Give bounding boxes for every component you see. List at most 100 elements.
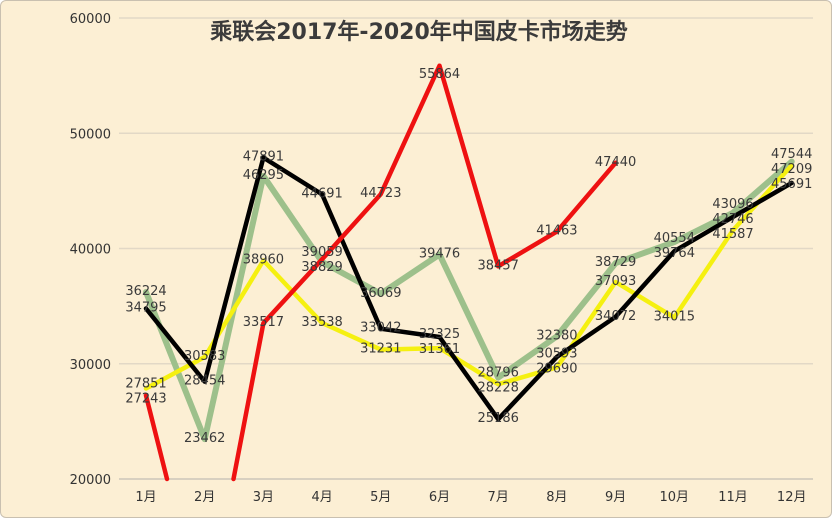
data-label: 27851	[125, 377, 166, 392]
data-label: 46295	[243, 168, 284, 183]
data-point	[320, 192, 324, 196]
data-label: 40554	[654, 231, 695, 246]
y-tick-label: 60000	[70, 12, 111, 27]
data-point	[144, 394, 148, 398]
data-label: 38960	[243, 253, 284, 268]
data-point	[144, 290, 148, 294]
x-tick-label: 10月	[660, 490, 690, 505]
data-label: 39059	[301, 245, 342, 260]
data-point	[614, 261, 618, 265]
data-label: 34015	[654, 310, 695, 325]
data-label: 43096	[712, 197, 753, 212]
data-label: 37093	[595, 274, 636, 289]
data-point	[672, 249, 676, 253]
series-line-3	[143, 63, 618, 482]
data-point	[496, 417, 500, 421]
data-label: 28454	[184, 374, 225, 389]
y-tick-label: 20000	[70, 473, 111, 488]
x-tick-label: 2月	[194, 490, 215, 505]
data-label: 32380	[536, 328, 577, 343]
data-label: 31361	[419, 342, 460, 357]
x-tick-label: 6月	[429, 490, 450, 505]
data-label: 30593	[536, 347, 577, 362]
data-label: 45691	[771, 177, 812, 192]
data-point	[320, 321, 324, 325]
data-label: 41463	[536, 224, 577, 239]
data-label: 47440	[595, 155, 636, 170]
x-tick-label: 5月	[370, 490, 391, 505]
data-point	[379, 192, 383, 196]
x-tick-label: 11月	[718, 490, 748, 505]
data-point	[261, 156, 265, 160]
data-label: 33517	[243, 315, 284, 330]
data-point	[614, 161, 618, 165]
data-label: 31231	[360, 342, 401, 357]
x-tick-label: 7月	[488, 490, 509, 505]
data-point	[790, 181, 794, 185]
data-point	[261, 174, 265, 178]
data-point	[672, 315, 676, 319]
data-label: 39764	[654, 246, 695, 261]
data-point	[496, 376, 500, 380]
data-label: 33042	[360, 321, 401, 336]
data-point	[144, 387, 148, 391]
data-label: 38829	[301, 260, 342, 275]
data-label: 36069	[360, 286, 401, 301]
data-label: 27243	[125, 392, 166, 407]
data-point	[379, 292, 383, 296]
data-label: 29690	[536, 362, 577, 377]
data-label: 34795	[125, 301, 166, 316]
data-label: 42746	[712, 212, 753, 227]
data-label: 47891	[243, 150, 284, 165]
data-point	[438, 64, 441, 68]
data-point	[790, 160, 794, 164]
data-point	[144, 306, 148, 310]
data-point	[614, 280, 618, 284]
y-tick-label: 50000	[70, 127, 111, 142]
x-tick-label: 1月	[135, 490, 156, 505]
data-point	[555, 355, 559, 359]
data-label: 41587	[712, 227, 753, 242]
data-point	[379, 327, 383, 331]
x-tick-label: 9月	[605, 490, 626, 505]
data-label: 44691	[301, 186, 342, 201]
data-point	[261, 321, 265, 325]
data-label: 44723	[360, 186, 401, 201]
data-point	[555, 365, 559, 369]
data-label: 23462	[184, 431, 225, 446]
data-point	[320, 257, 324, 261]
data-point	[731, 211, 735, 215]
data-point	[614, 315, 618, 319]
chart-title: 乘联会2017年-2020年中国皮卡市场走势	[209, 19, 628, 45]
x-tick-label: 4月	[311, 490, 332, 505]
data-point	[496, 264, 500, 268]
data-point	[790, 163, 794, 167]
data-label: 28796	[478, 365, 519, 380]
x-tick-label: 8月	[546, 490, 567, 505]
data-point	[203, 380, 207, 384]
data-point	[731, 215, 735, 219]
data-label: 47544	[771, 147, 812, 162]
data-label: 25186	[478, 411, 519, 426]
data-label: 39476	[419, 247, 460, 262]
data-point	[203, 355, 207, 359]
data-label: 32325	[419, 327, 460, 342]
data-point	[379, 348, 383, 352]
data-point	[672, 240, 676, 244]
data-point	[555, 334, 559, 338]
data-label: 38457	[478, 258, 519, 273]
data-label: 38729	[595, 255, 636, 270]
data-point	[203, 437, 207, 441]
data-point	[731, 228, 735, 232]
x-tick-label: 3月	[253, 490, 274, 505]
data-point	[496, 382, 500, 386]
data-point	[555, 230, 559, 234]
data-point	[438, 253, 441, 257]
data-point	[438, 335, 441, 339]
data-point	[261, 258, 265, 262]
data-label: 55864	[419, 67, 460, 82]
data-label: 34072	[595, 309, 636, 324]
x-tick-label: 12月	[777, 490, 807, 505]
